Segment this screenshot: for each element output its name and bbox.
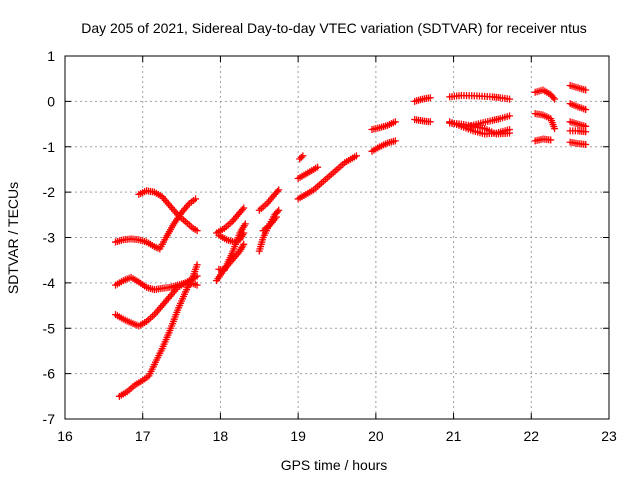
data-point: [549, 94, 557, 102]
data-point: [426, 94, 434, 102]
y-tick-label: -3: [43, 230, 56, 246]
chart-title: Day 205 of 2021, Sidereal Day-to-day VTE…: [81, 20, 587, 36]
data-point: [193, 272, 201, 280]
x-tick-label: 17: [135, 428, 151, 444]
data-point: [352, 152, 360, 160]
y-tick-label: -7: [43, 411, 56, 427]
data-point: [297, 153, 305, 161]
x-tick-label: 23: [601, 428, 617, 444]
plot-frame: [64, 55, 610, 420]
data-point: [582, 86, 590, 94]
data-point: [551, 125, 559, 133]
data-point: [506, 126, 514, 134]
x-tick-label: 16: [57, 428, 73, 444]
y-tick-label: -5: [43, 320, 56, 336]
y-tick-label: -6: [43, 366, 56, 382]
y-tick-label: 1: [47, 48, 55, 64]
data-point: [240, 229, 248, 237]
data-point: [582, 140, 590, 148]
data-point: [314, 163, 322, 171]
data-point: [506, 95, 514, 103]
x-tick-label: 20: [368, 428, 384, 444]
grid-lines: [64, 55, 610, 420]
data-point: [391, 137, 399, 145]
data-point: [273, 208, 281, 216]
data-point: [193, 281, 201, 289]
y-tick-label: 0: [47, 93, 55, 109]
data-point: [238, 206, 246, 214]
y-tick-label: -4: [43, 275, 56, 291]
data-point: [299, 152, 307, 160]
y-axis-label: SDTVAR / TECUs: [5, 182, 21, 294]
data-point: [240, 204, 248, 212]
data-point: [582, 106, 590, 114]
data-point: [193, 261, 201, 269]
x-tick-label: 19: [290, 428, 306, 444]
data-point: [391, 118, 399, 126]
x-tick-label: 22: [523, 428, 539, 444]
x-tick-label: 18: [213, 428, 229, 444]
y-tick-label: -1: [43, 139, 56, 155]
data-point: [240, 240, 248, 248]
data-point: [296, 155, 304, 163]
data-point: [272, 213, 280, 221]
data-point: [275, 206, 283, 214]
data-point: [273, 187, 281, 195]
x-tick-label: 21: [446, 428, 462, 444]
data-point: [275, 186, 283, 194]
data-point: [551, 95, 559, 103]
data-point: [547, 136, 555, 144]
y-tick-label: -2: [43, 184, 56, 200]
data-point: [582, 128, 590, 136]
data-point: [241, 220, 249, 228]
data-point: [506, 112, 514, 120]
data-point: [426, 118, 434, 126]
data-points: [112, 81, 590, 400]
x-axis-label: GPS time / hours: [281, 457, 388, 473]
y-tick-labels: 1 0 -1 -2 -3 -4 -5 -6 -7: [43, 48, 56, 427]
x-tick-labels: 16 17 18 19 20 21 22 23: [57, 428, 617, 444]
data-point: [192, 195, 200, 203]
data-point: [193, 227, 201, 235]
